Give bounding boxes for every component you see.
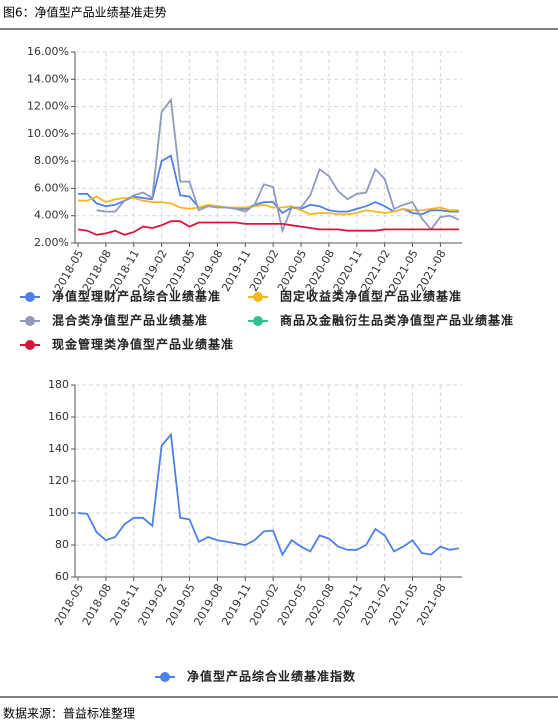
figure-title: 图6：净值型产品业绩基准走势 (3, 5, 167, 20)
y-tick-label: 14.00% (27, 72, 69, 85)
y-tick-label: 2.00% (34, 236, 69, 249)
legend-label: 固定收益类净值型产品业绩基准 (280, 289, 462, 304)
legend-label: 商品及金融衍生品类净值型产品业绩基准 (280, 313, 514, 328)
y-tick-label: 140 (48, 442, 69, 455)
y-tick-label: 100 (48, 506, 69, 519)
source-note: 数据来源：普益标准整理 (3, 706, 135, 721)
legend-marker (160, 672, 170, 682)
legend-marker (25, 340, 35, 350)
y-tick-label: 6.00% (34, 181, 69, 194)
y-tick-label: 10.00% (27, 127, 69, 140)
legend-marker (253, 292, 263, 302)
legend-marker (25, 292, 35, 302)
series-line (78, 195, 459, 216)
y-tick-label: 8.00% (34, 154, 69, 167)
y-tick-label: 16.00% (27, 45, 69, 58)
legend-marker (253, 316, 263, 326)
series-line (77, 432, 460, 557)
y-tick-label: 160 (48, 410, 69, 423)
legend-label: 净值型产品综合业绩基准指数 (187, 669, 356, 684)
legend-marker (25, 316, 35, 326)
legend-label: 现金管理类净值型产品业绩基准 (52, 337, 234, 352)
y-tick-label: 180 (48, 378, 69, 391)
y-tick-label: 12.00% (27, 100, 69, 113)
y-tick-label: 120 (48, 474, 69, 487)
series-line (96, 97, 460, 234)
y-tick-label: 60 (55, 570, 69, 583)
y-tick-label: 4.00% (34, 209, 69, 222)
series-line (77, 220, 459, 236)
legend-label: 净值型理财产品综合业绩基准 (52, 289, 221, 304)
legend-label: 混合类净值型产品业绩基准 (52, 313, 208, 328)
y-tick-label: 80 (55, 538, 69, 551)
